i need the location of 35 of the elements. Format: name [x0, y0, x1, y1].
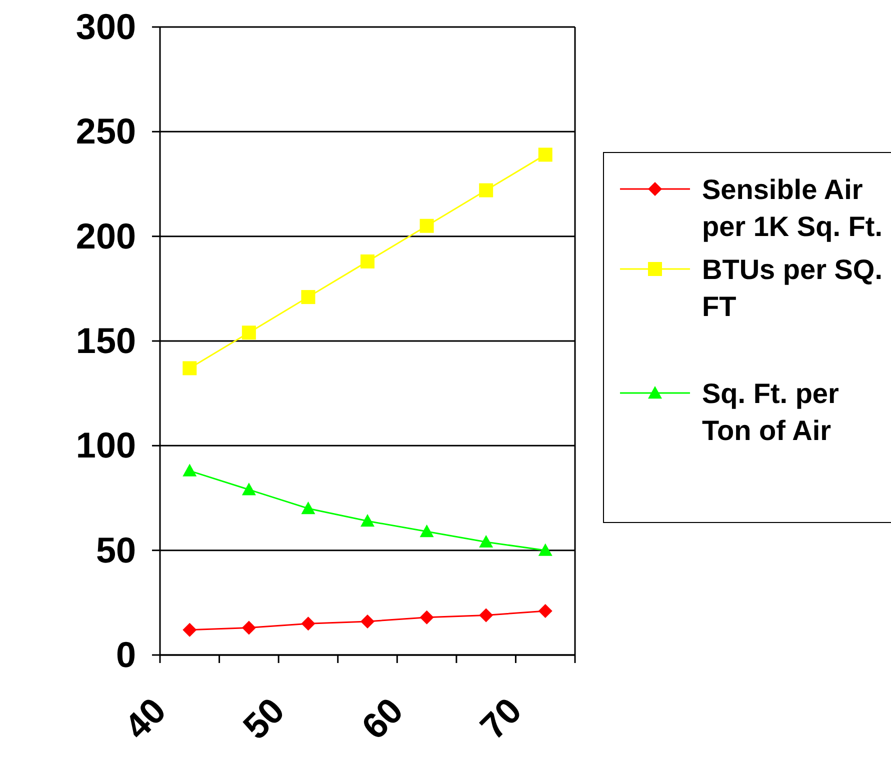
point: [360, 514, 374, 527]
point: [538, 543, 552, 556]
point: [182, 464, 197, 476]
x-tick-label: 50: [234, 690, 292, 747]
legend-label: Sq. Ft. per Ton of Air: [702, 377, 840, 448]
point: [242, 620, 256, 635]
point: [538, 604, 552, 618]
point: [420, 218, 434, 233]
point: [301, 616, 316, 631]
y-tick-label: 300: [76, 6, 136, 47]
x-tick-label: 70: [472, 690, 530, 747]
y-tick-label: 250: [76, 110, 136, 152]
x-tick-label: 60: [353, 690, 411, 747]
point: [242, 326, 256, 340]
y-tick-label: 0: [116, 634, 136, 675]
point: [479, 534, 494, 548]
point: [301, 290, 316, 304]
y-tick-label: 150: [76, 320, 136, 361]
point: [182, 361, 197, 376]
y-tick-label: 50: [96, 529, 136, 570]
point: [420, 524, 434, 538]
legend-label: BTUs per SQ. FT: [702, 253, 884, 324]
x-tick-label: 40: [116, 690, 174, 747]
point: [301, 501, 316, 514]
point: [360, 254, 374, 268]
point: [420, 610, 434, 624]
point: [538, 148, 552, 162]
y-tick-label: 100: [76, 424, 136, 466]
point: [479, 183, 494, 198]
y-tick-label: 200: [76, 215, 136, 256]
point: [479, 608, 494, 622]
point: [182, 622, 197, 637]
legend-label: Sensible Air per 1K Sq. Ft.: [702, 173, 884, 244]
point: [360, 614, 374, 629]
point: [242, 482, 256, 496]
